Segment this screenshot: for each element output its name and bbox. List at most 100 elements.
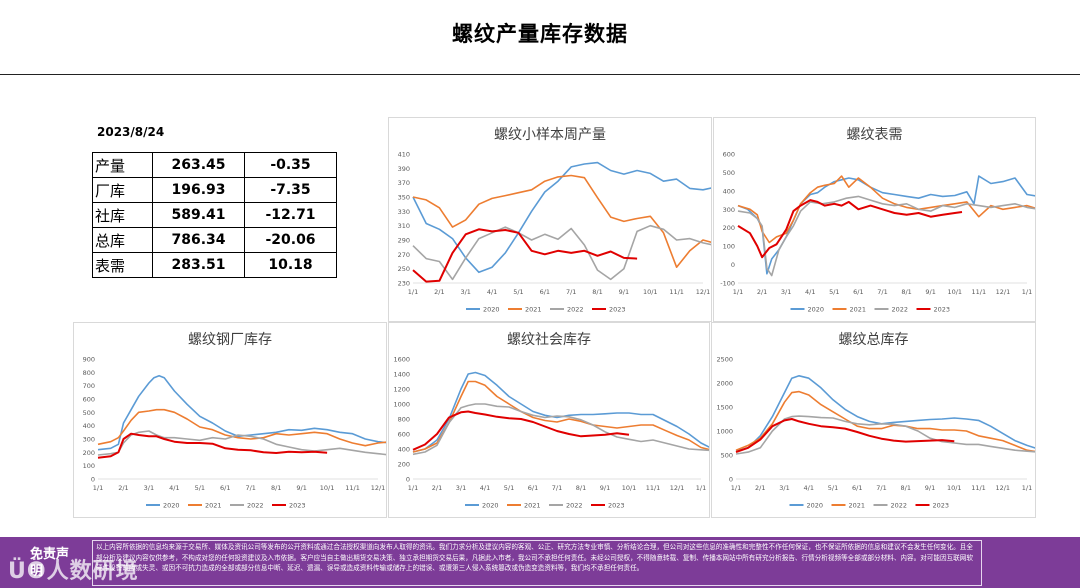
x-tick-label: 11/1 [971,484,986,492]
x-tick-label: 4/1 [480,484,490,492]
y-tick-label: 2000 [716,380,733,388]
chart-svg: 螺纹钢厂库存 0 100 200 300 400 500 600 700 800 900 1/1 2/1… [83,332,386,510]
series-line-2022 [97,430,386,456]
summary-table: 产量 263.45 -0.35 厂库 196.93 -7.35 社库 589.4… [92,152,337,278]
legend-label-2020: 2020 [808,306,825,314]
chart-panel-apparent-demand: 螺纹表需 -100 0 100 200 300 400 500 600 1/1 2/1 3/1 4/1 5… [713,117,1036,322]
x-tick-label: 10/1 [320,484,335,492]
x-tick-label: 4/1 [169,484,179,492]
y-tick-label: 200 [723,224,735,232]
watermark-logo: ÜÖ人数研境 [8,559,139,584]
legend-label-2023: 2023 [934,306,951,314]
legend-label-2020: 2020 [482,502,499,510]
legend-label-2020: 2020 [483,306,500,314]
x-tick-label: 1/1 [733,288,743,296]
legend-label-2023: 2023 [289,502,306,510]
y-tick-label: 0 [91,476,95,484]
x-tick-label: 11/1 [669,288,684,296]
x-tick-label: 12/1 [995,484,1010,492]
row-value: 786.34 [152,227,245,253]
x-tick-label: 1/1 [1022,484,1032,492]
y-tick-label: 330 [398,208,410,216]
series-line-2023 [735,418,955,454]
summary-row: 总库 786.34 -20.06 [92,227,337,253]
chart-title: 螺纹表需 [847,127,903,143]
x-tick-label: 2/1 [434,288,444,296]
y-tick-label: 1000 [393,401,410,409]
legend-label-2022: 2022 [567,306,584,314]
series-line-2021 [412,174,711,268]
y-tick-label: 350 [398,194,410,202]
y-tick-label: 410 [398,151,410,159]
x-tick-label: 7/1 [552,484,562,492]
x-tick-label: 9/1 [600,484,610,492]
legend-label-2021: 2021 [850,306,867,314]
x-tick-label: 6/1 [528,484,538,492]
y-tick-label: 300 [723,206,735,214]
legend-label-2023: 2023 [933,502,950,510]
y-tick-label: 0 [406,476,410,484]
series-line-2021 [97,408,386,447]
series-line-2020 [97,374,386,451]
y-tick-label: 290 [398,237,410,245]
series-line-2022 [412,224,711,281]
summary-row: 产量 263.45 -0.35 [92,152,337,178]
chart-svg: 螺纹小样本周产量 230 250 270 290 310 330 350 370 390 410 1/… [398,127,711,314]
y-tick-label: 200 [398,461,410,469]
legend-label-2021: 2021 [205,502,222,510]
y-tick-label: 500 [83,409,95,417]
chart-title: 螺纹总库存 [839,332,909,348]
x-tick-label: 11/1 [646,484,661,492]
y-tick-label: 600 [83,396,95,404]
x-tick-label: 10/1 [622,484,637,492]
series-line-2023 [412,228,638,283]
legend-label-2022: 2022 [566,502,583,510]
chart-panel-total-inventory: 螺纹总库存 0 500 1000 1500 2000 2500 1/1 2/1 3/1 4/1 5/1… [711,322,1036,518]
y-tick-label: 1000 [716,428,733,436]
x-tick-label: 4/1 [805,288,815,296]
y-tick-label: 800 [398,416,410,424]
y-tick-label: 500 [723,169,735,177]
row-label: 总库 [92,227,153,253]
row-change: -0.35 [244,152,337,178]
x-tick-label: 7/1 [876,484,886,492]
y-tick-label: 1500 [716,404,733,412]
y-tick-label: 600 [723,151,735,159]
y-tick-label: 600 [398,431,410,439]
x-tick-label: 1/1 [93,484,103,492]
row-change: -20.06 [244,227,337,253]
x-tick-label: 8/1 [901,288,911,296]
legend-label-2022: 2022 [247,502,264,510]
row-value: 283.51 [152,252,245,278]
x-tick-label: 2/1 [755,484,765,492]
series-line-2021 [737,175,1035,244]
legend-label-2023: 2023 [608,502,625,510]
x-tick-label: 1/1 [408,288,418,296]
y-tick-label: 800 [83,369,95,377]
row-label: 产量 [92,152,153,178]
x-tick-label: 12/1 [670,484,685,492]
x-tick-label: 9/1 [296,484,306,492]
chart-title: 螺纹社会库存 [507,332,591,348]
legend-label-2021: 2021 [849,502,866,510]
x-tick-label: 12/1 [696,288,711,296]
series-line-2020 [735,374,1035,452]
chart-panel-weekly-output: 螺纹小样本周产量 230 250 270 290 310 330 350 370 390 410 1/… [388,117,712,322]
y-tick-label: 200 [83,449,95,457]
legend-label-2022: 2022 [892,306,909,314]
y-tick-label: 400 [723,187,735,195]
x-tick-label: 12/1 [371,484,386,492]
y-tick-label: 700 [83,382,95,390]
row-value: 589.41 [152,202,245,228]
series-line-2022 [737,195,1035,277]
x-tick-label: 10/1 [947,484,962,492]
y-tick-label: 0 [731,261,735,269]
chart-svg: 螺纹社会库存 0 200 400 600 800 1000 1200 1400 1600 1/1 2/… [393,332,709,510]
series-line-2023 [412,410,630,451]
x-tick-label: 8/1 [901,484,911,492]
row-label: 社库 [92,202,153,228]
x-tick-label: 1/1 [731,484,741,492]
top-banner: 螺纹产量库存数据 [0,0,1080,75]
y-tick-label: 100 [723,243,735,251]
series-line-2021 [412,380,709,453]
